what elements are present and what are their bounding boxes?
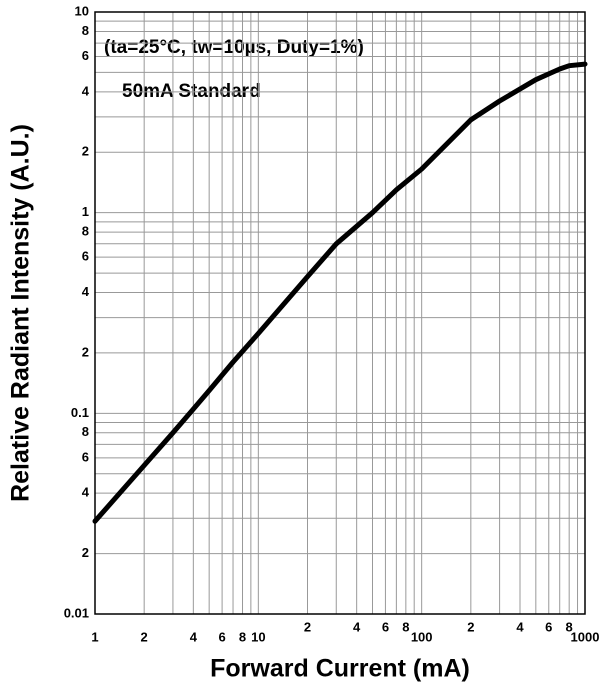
x-tick-label: 6 <box>382 619 389 634</box>
x-tick-label: 2 <box>304 619 311 634</box>
y-tick-label: 8 <box>82 23 89 38</box>
y-tick-label: 0.01 <box>64 605 89 620</box>
y-tick-label: 8 <box>82 424 89 439</box>
plot-frame <box>94 11 586 615</box>
y-tick-label: 4 <box>82 83 90 98</box>
x-tick-label: 2 <box>467 619 474 634</box>
x-tick-label: 6 <box>218 629 225 644</box>
y-axis-label: Relative Radiant Intensity (A.U.) <box>7 124 35 502</box>
x-tick-label: 1 <box>91 629 98 644</box>
x-axis-label: Forward Current (mA) <box>210 655 470 683</box>
x-tick-label: 8 <box>402 619 409 634</box>
y-tick-label: 10 <box>75 3 89 18</box>
x-tick-label: 10 <box>251 629 265 644</box>
y-tick-label: 6 <box>82 249 89 264</box>
x-tick-label: 100 <box>411 629 433 644</box>
y-tick-label: 4 <box>82 485 90 500</box>
y-tick-label: 8 <box>82 224 89 239</box>
data-line <box>92 61 588 524</box>
x-tick-label: 2 <box>141 629 148 644</box>
y-tick-label: 6 <box>82 48 89 63</box>
y-tick-label: 6 <box>82 449 89 464</box>
x-tick-label: 8 <box>566 619 573 634</box>
x-tick-label: 6 <box>545 619 552 634</box>
annotation: (ta=25°C, tw=10µs, Duty=1%) <box>104 37 364 58</box>
x-tick-label: 4 <box>190 629 198 644</box>
y-tick-label: 0.1 <box>71 405 89 420</box>
y-tick-label: 2 <box>82 144 89 159</box>
x-tick-label: 4 <box>516 619 524 634</box>
x-tick-label: 1000 <box>571 629 600 644</box>
y-tick-label: 4 <box>82 284 90 299</box>
y-tick-label: 2 <box>82 545 89 560</box>
y-tick-label: 2 <box>82 344 89 359</box>
x-tick-label: 8 <box>239 629 246 644</box>
x-tick-label: 4 <box>353 619 361 634</box>
y-tick-label: 1 <box>82 204 89 219</box>
